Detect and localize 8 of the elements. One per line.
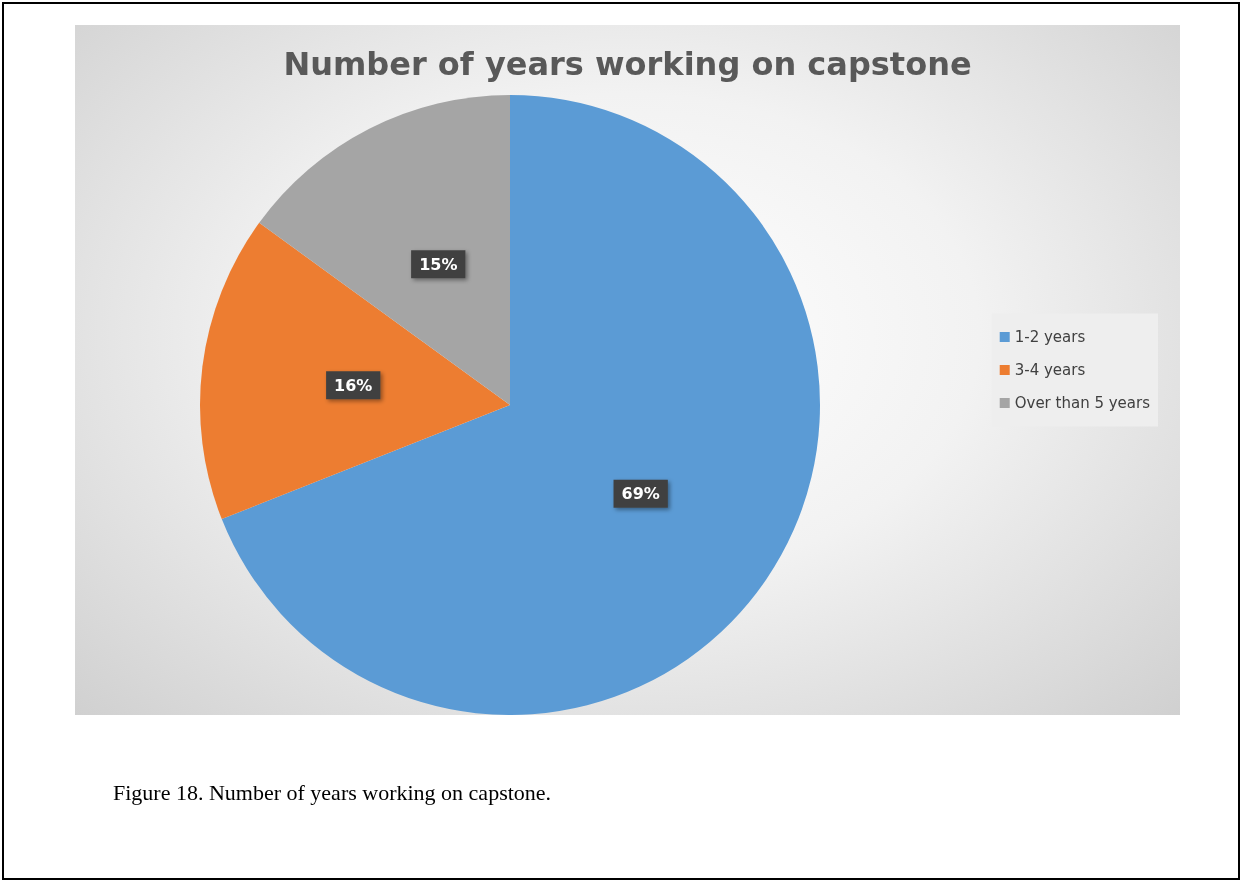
caption: Figure 18. Number of years working on capstone. bbox=[113, 780, 552, 806]
legend-label: Over than 5 years bbox=[1014, 394, 1151, 412]
legend-label: 1-2 years bbox=[1014, 328, 1086, 346]
data-label: 69% bbox=[621, 484, 660, 504]
legend-label: 3-4 years bbox=[1014, 361, 1086, 379]
data-label: 15% bbox=[419, 254, 458, 274]
data-label: 16% bbox=[334, 375, 373, 395]
chart-title: Number of years working on capstone bbox=[283, 45, 972, 83]
